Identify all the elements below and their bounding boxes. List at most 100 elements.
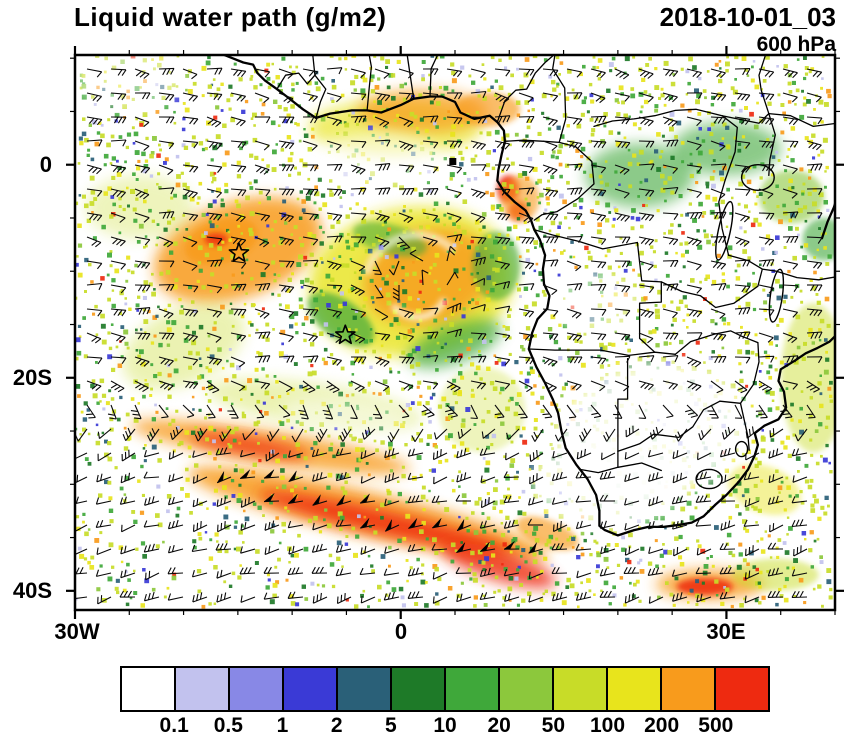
wind-barb	[134, 260, 151, 269]
wind-barb	[374, 163, 391, 171]
wind-barb	[206, 67, 223, 75]
wind-barb	[551, 566, 568, 575]
wind-barb	[107, 404, 117, 420]
wind-barb	[361, 426, 376, 440]
wind-barb	[697, 452, 712, 461]
wind-barb	[350, 92, 367, 101]
wind-barb	[216, 592, 232, 603]
wind-barb	[350, 68, 366, 79]
wind-barb	[696, 593, 712, 603]
wind-barb	[315, 428, 328, 443]
wind-barb	[407, 567, 424, 577]
wind-barb	[638, 188, 655, 197]
wind-barb	[302, 92, 318, 102]
wind-barb	[710, 260, 727, 270]
wind-barb	[791, 496, 808, 504]
wind-barb	[456, 448, 472, 459]
wind-barb	[671, 569, 688, 577]
wind-barb	[230, 212, 246, 223]
wind-barb	[388, 260, 400, 276]
wind-barb	[806, 308, 823, 317]
wind-barb	[398, 212, 414, 224]
wind-barb	[182, 356, 199, 366]
wind-barb	[287, 591, 304, 599]
wind-barb	[302, 355, 319, 363]
wind-barb	[456, 593, 472, 603]
wind-barb	[182, 188, 198, 199]
wind-barb	[167, 593, 184, 601]
wind-barb	[758, 164, 775, 172]
wind-barb	[383, 591, 400, 601]
wind-barb	[206, 356, 223, 366]
lake-or-enclave-outline	[734, 440, 749, 458]
wind-barb	[311, 494, 328, 506]
wind-barb	[542, 259, 559, 267]
wind-barb	[710, 140, 726, 152]
wind-barb	[206, 164, 223, 173]
wind-barb	[192, 592, 208, 603]
wind-barb	[672, 592, 688, 602]
wind-barb	[302, 212, 319, 221]
wind-barb	[734, 331, 751, 340]
wind-pennant	[359, 518, 370, 529]
wind-barb	[807, 284, 823, 292]
wind-barb	[624, 523, 640, 531]
wind-barb	[527, 518, 543, 526]
wind-barb	[374, 212, 390, 223]
wind-barb	[782, 355, 799, 364]
wind-barb	[743, 519, 760, 527]
wind-barb	[638, 260, 654, 271]
wind-barb	[86, 188, 103, 197]
wind-barb	[215, 542, 232, 551]
wind-barb	[182, 212, 199, 222]
wind-barb	[662, 380, 678, 390]
wind-barb	[432, 449, 448, 461]
wind-barb	[695, 567, 712, 575]
wind-barb	[326, 163, 343, 171]
wind-barb	[110, 139, 127, 147]
wind-barb	[648, 596, 664, 604]
wind-barb	[698, 428, 712, 441]
wind-barb	[673, 546, 688, 557]
wind-barb	[158, 140, 175, 150]
wind-barb	[518, 380, 533, 393]
wind-barb	[710, 163, 727, 171]
wind-barb	[134, 332, 151, 340]
wind-barb	[110, 380, 125, 393]
country-border	[366, 56, 373, 112]
wind-barb	[590, 212, 607, 222]
wind-barb	[455, 542, 472, 554]
wind-barb	[518, 212, 534, 224]
wind-barb	[566, 187, 583, 196]
wind-barb	[528, 497, 544, 506]
wind-barb	[662, 260, 679, 268]
wind-barb	[326, 284, 343, 292]
wind-barb	[686, 308, 703, 318]
wind-barb	[278, 188, 295, 196]
colorbar-swatch	[446, 668, 500, 710]
wind-barb	[302, 284, 319, 294]
wind-barb	[758, 308, 775, 317]
wind-barb	[614, 140, 631, 149]
wind-barb	[767, 590, 784, 598]
wind-barb	[455, 494, 471, 502]
y-tick-label-0: 0	[39, 152, 52, 177]
wind-barb	[398, 380, 414, 391]
wind-barb	[182, 68, 198, 80]
wind-barb	[662, 139, 679, 148]
wind-barb	[734, 307, 751, 315]
wind-barb	[350, 380, 365, 392]
country-border	[528, 348, 677, 357]
wind-barb	[542, 212, 559, 221]
wind-barb	[503, 471, 520, 479]
wind-barb	[734, 284, 751, 293]
wind-barb	[239, 469, 256, 479]
wind-barb	[192, 450, 208, 458]
wind-barb	[254, 188, 271, 197]
wind-barb	[422, 212, 439, 222]
wind-barb	[624, 546, 640, 556]
wind-barb	[446, 355, 463, 364]
wind-barb	[291, 428, 304, 443]
wind-barb	[686, 332, 703, 340]
wind-barb	[599, 494, 615, 502]
